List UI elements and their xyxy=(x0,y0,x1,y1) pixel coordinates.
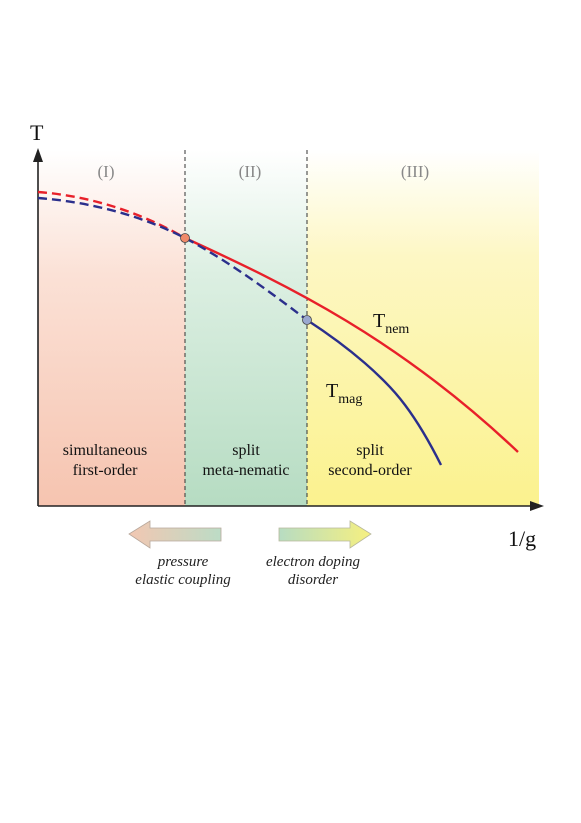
mag-curve-label: Tmag xyxy=(326,380,362,407)
region-1-numeral: (I) xyxy=(98,162,115,181)
right-arrow-label-line2: disorder xyxy=(288,572,338,588)
right-arrow-label-line1: electron doping xyxy=(266,554,361,570)
mag-curve-solid xyxy=(306,318,443,466)
region-2-background xyxy=(185,150,307,506)
y-axis-label: T xyxy=(30,120,44,145)
region-3-background xyxy=(307,150,539,506)
mag-curve-dashed xyxy=(37,196,308,321)
region-2-numeral: (II) xyxy=(239,162,262,181)
left-arrow-label-line1: pressure xyxy=(157,554,209,570)
right-arrow xyxy=(278,520,372,549)
region-2-label-line2: meta-nematic xyxy=(202,462,289,479)
region-3-numeral: (III) xyxy=(401,162,429,181)
left-arrow xyxy=(128,520,222,549)
first-order-point xyxy=(180,233,190,243)
left-arrow-label-line2: elastic coupling xyxy=(135,572,231,588)
nem-curve-label: Tnem xyxy=(373,310,409,337)
y-axis-arrowhead xyxy=(33,148,43,162)
region-3-label-line1: split xyxy=(356,442,384,459)
x-axis-label: 1/g xyxy=(508,526,536,551)
meta-nematic-point xyxy=(302,315,312,325)
region-1-label-line2: first-order xyxy=(73,462,139,479)
nem-curve-solid xyxy=(184,236,519,453)
region-2-label-line1: split xyxy=(232,442,260,459)
x-axis-arrowhead xyxy=(530,501,544,511)
nem-curve-dashed xyxy=(37,190,186,240)
region-1-label-line1: simultaneous xyxy=(63,442,147,459)
region-3-label-line2: second-order xyxy=(328,462,412,479)
